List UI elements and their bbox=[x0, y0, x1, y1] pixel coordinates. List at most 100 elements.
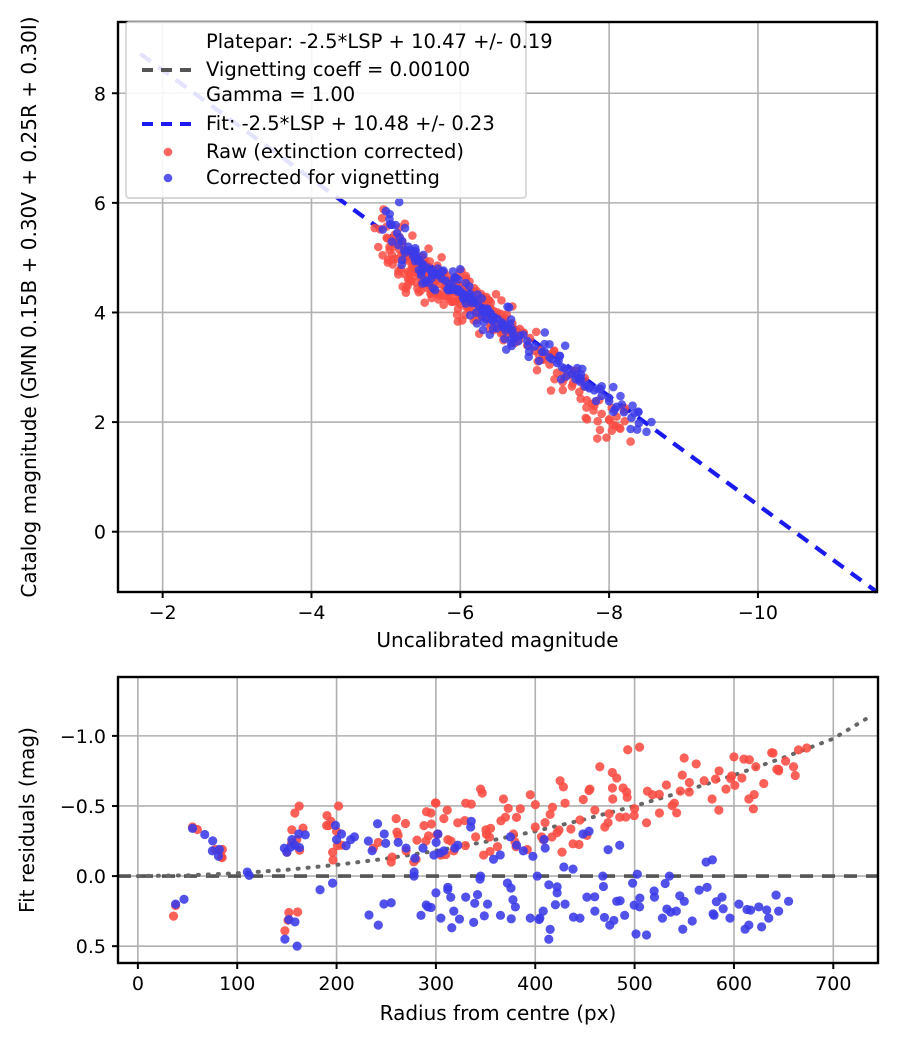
bottom-data-point bbox=[768, 748, 778, 758]
top-data-point bbox=[420, 298, 429, 307]
top-data-point bbox=[444, 285, 453, 295]
top-xtick-label: −8 bbox=[595, 602, 623, 624]
bottom-data-point bbox=[744, 755, 754, 765]
bottom-data-point bbox=[630, 804, 640, 814]
bottom-data-point bbox=[623, 745, 633, 755]
bottom-data-point bbox=[466, 799, 476, 809]
top-data-point bbox=[430, 285, 440, 295]
legend-entry[interactable]: Gamma = 1.00 bbox=[206, 83, 355, 106]
bottom-data-point bbox=[379, 899, 389, 909]
legend-entry[interactable]: Vignetting coeff = 0.00100 bbox=[142, 58, 470, 81]
bottom-data-point bbox=[534, 914, 544, 925]
bottom-data-point bbox=[641, 930, 652, 940]
bottom-data-point bbox=[242, 867, 252, 877]
bottom-data-point bbox=[584, 785, 594, 796]
bottom-data-point bbox=[748, 804, 758, 814]
top-data-point bbox=[395, 233, 405, 242]
bottom-data-point bbox=[664, 871, 674, 881]
bottom-data-point bbox=[620, 910, 630, 920]
bottom-data-point bbox=[171, 899, 181, 909]
bottom-data-point bbox=[214, 844, 224, 855]
bottom-data-point bbox=[679, 753, 689, 763]
bottom-data-point bbox=[749, 790, 759, 800]
bottom-data-point bbox=[460, 840, 470, 851]
top-data-point bbox=[398, 282, 407, 291]
top-data-point bbox=[465, 311, 475, 320]
bottom-data-point bbox=[708, 909, 718, 919]
bottom-data-point bbox=[574, 839, 584, 850]
top-data-point bbox=[439, 266, 448, 275]
top-data-point bbox=[642, 427, 651, 437]
top-data-point bbox=[455, 264, 465, 274]
legend-entry[interactable]: Raw (extinction corrected) bbox=[163, 140, 464, 163]
bottom-data-point bbox=[654, 789, 664, 799]
bottom-data-point bbox=[187, 823, 198, 834]
top-data-point bbox=[550, 374, 559, 384]
bottom-data-point bbox=[590, 892, 600, 902]
bottom-data-point bbox=[554, 825, 564, 835]
top-data-point bbox=[472, 319, 482, 328]
legend-entry-label: Vignetting coeff = 0.00100 bbox=[206, 58, 470, 81]
bottom-data-point bbox=[707, 794, 717, 804]
top-data-point bbox=[508, 329, 518, 338]
bottom-data-point bbox=[472, 890, 483, 900]
top-xtick-label: −2 bbox=[149, 602, 177, 624]
bottom-data-point bbox=[654, 808, 665, 818]
bottom-data-point bbox=[508, 895, 518, 905]
top-data-point bbox=[626, 437, 635, 446]
bottom-data-point bbox=[634, 742, 645, 752]
bottom-data-point bbox=[598, 871, 608, 881]
bottom-data-point bbox=[449, 906, 459, 916]
top-data-point bbox=[597, 391, 606, 401]
top-data-point bbox=[582, 415, 592, 424]
bottom-data-point bbox=[426, 819, 437, 829]
bottom-data-point bbox=[560, 899, 570, 909]
bottom-data-point bbox=[525, 913, 535, 923]
bottom-data-point bbox=[726, 773, 736, 784]
bottom-data-point bbox=[479, 911, 489, 921]
bottom-data-point bbox=[545, 809, 555, 819]
bottom-data-point bbox=[495, 910, 506, 920]
bottom-data-point bbox=[781, 756, 791, 766]
top-ytick-label: 8 bbox=[94, 83, 106, 105]
bottom-data-point bbox=[505, 832, 516, 842]
bottom-data-point bbox=[454, 914, 465, 924]
bottom-data-point bbox=[466, 816, 476, 826]
legend-entry[interactable]: Fit: -2.5*LSP + 10.48 +/- 0.23 bbox=[142, 112, 495, 135]
top-data-point bbox=[630, 408, 639, 418]
bottom-data-point bbox=[675, 786, 685, 796]
bottom-xtick-label: 200 bbox=[318, 973, 354, 995]
bottom-data-point bbox=[430, 798, 441, 808]
bottom-data-point bbox=[300, 830, 310, 840]
legend-dot-red-icon bbox=[163, 147, 173, 157]
top-data-point bbox=[609, 382, 618, 392]
top-data-point bbox=[505, 319, 515, 329]
bottom-data-point bbox=[608, 794, 618, 804]
top-data-point bbox=[647, 417, 656, 427]
bottom-data-point bbox=[431, 837, 441, 848]
top-data-point bbox=[545, 339, 554, 349]
bottom-data-point bbox=[666, 907, 676, 917]
bottom-data-point bbox=[475, 874, 485, 884]
top-data-point bbox=[503, 302, 512, 311]
top-data-point bbox=[582, 403, 591, 412]
top-data-point bbox=[400, 223, 410, 233]
top-data-point bbox=[549, 346, 559, 355]
bottom-data-point bbox=[511, 840, 522, 850]
top-data-point bbox=[413, 255, 423, 265]
bottom-data-point bbox=[575, 815, 585, 825]
top-data-point bbox=[602, 433, 611, 442]
top-data-point bbox=[593, 416, 603, 426]
bottom-data-point bbox=[294, 842, 305, 853]
bottom-data-point bbox=[421, 807, 432, 817]
top-data-point bbox=[388, 254, 398, 264]
bottom-data-point bbox=[327, 878, 338, 888]
legend-entry[interactable]: Corrected for vignetting bbox=[163, 166, 440, 189]
legend-entry[interactable]: Platepar: -2.5*LSP + 10.47 +/- 0.19 bbox=[206, 30, 553, 53]
bottom-data-point bbox=[661, 780, 671, 790]
bottom-data-point bbox=[381, 838, 391, 848]
bottom-xtick-label: 0 bbox=[132, 973, 144, 995]
bottom-data-point bbox=[699, 776, 709, 786]
top-data-point bbox=[385, 209, 395, 219]
top-data-point bbox=[540, 347, 549, 356]
